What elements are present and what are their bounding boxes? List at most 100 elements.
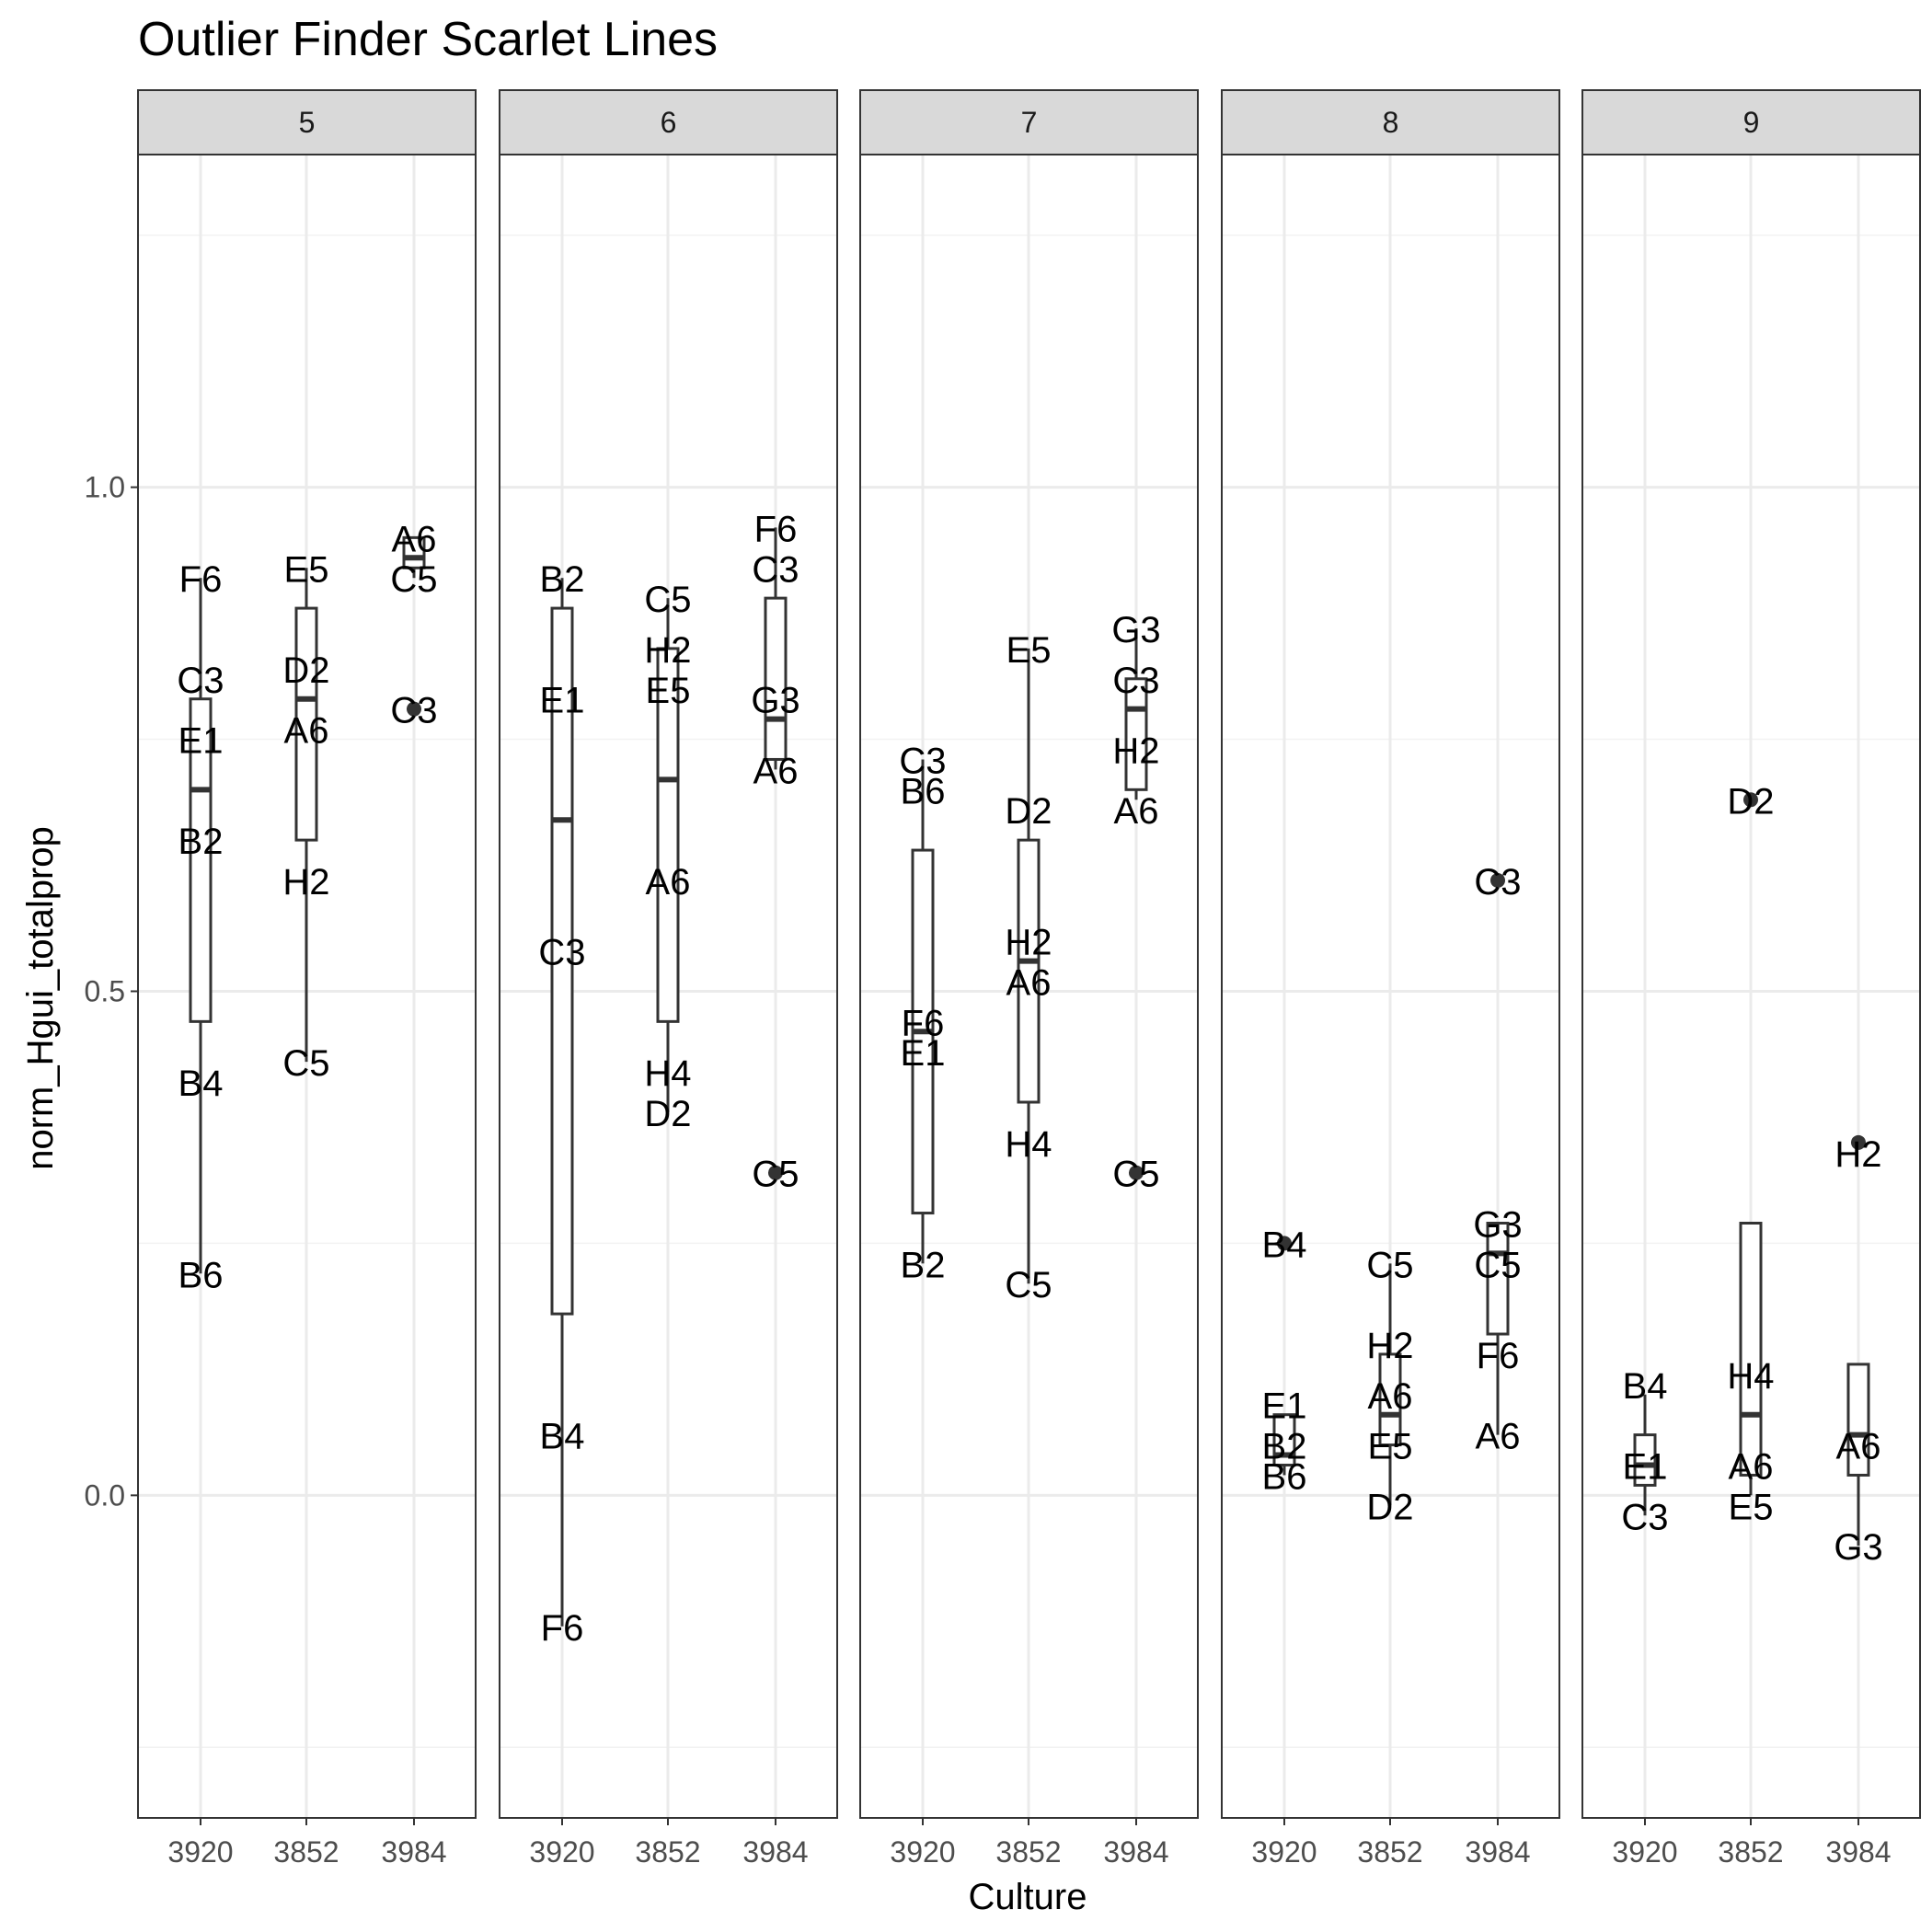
point-label: D2: [282, 650, 329, 691]
point-label: D2: [1727, 781, 1774, 822]
facet-strip-label: 5: [299, 106, 316, 139]
facet-strip-label: 7: [1021, 106, 1038, 139]
point-label: B6: [1262, 1456, 1307, 1497]
y-tick-label: 1.0: [85, 471, 125, 504]
point-label: B4: [540, 1417, 585, 1457]
point-label: A6: [1006, 963, 1052, 1004]
point-label: D2: [1366, 1487, 1413, 1527]
boxplot: B2 E1 C3 B4 F6: [538, 559, 585, 1649]
point-label: B2: [540, 559, 585, 600]
point-label: B4: [1262, 1225, 1307, 1265]
x-tick-label: 3984: [1825, 1835, 1891, 1869]
point-label: C3: [752, 549, 799, 590]
point-label: H2: [1112, 730, 1159, 771]
point-label: E1: [1262, 1386, 1307, 1427]
point-label: H2: [1005, 923, 1052, 963]
boxplot: E5 D2 A6 H2 C5: [282, 549, 329, 1084]
x-tick-label: 3920: [167, 1835, 233, 1869]
point-label: B2: [178, 822, 224, 862]
boxplot: H2 A6 G3: [1834, 1134, 1882, 1568]
point-label: H2: [282, 862, 329, 903]
y-tick-label: 0.5: [85, 974, 125, 1007]
point-label: C5: [752, 1155, 799, 1195]
box: [656, 647, 680, 1023]
point-label: E1: [540, 681, 585, 721]
point-label: C5: [644, 580, 691, 620]
x-tick-label: 3984: [1103, 1835, 1168, 1869]
point-label: C3: [899, 741, 946, 781]
point-label: C5: [1005, 1265, 1052, 1305]
x-tick-label: 3852: [635, 1835, 700, 1869]
outlier-point: [1851, 1134, 1866, 1150]
x-tick-label: 3852: [1357, 1835, 1422, 1869]
point-label: H2: [644, 630, 691, 671]
point-label: A6: [284, 711, 329, 752]
point-label: E1: [901, 1033, 946, 1074]
outlier-point: [768, 1165, 783, 1180]
x-tick-label: 3852: [1718, 1835, 1783, 1869]
point-label: H4: [1005, 1124, 1052, 1165]
point-label: A6: [1836, 1427, 1881, 1467]
outlier-point: [1743, 792, 1758, 808]
box: [1378, 1352, 1402, 1447]
point-label: A6: [646, 862, 691, 903]
point-label: D2: [1005, 791, 1052, 832]
point-label: B2: [901, 1245, 946, 1285]
point-label: E5: [1006, 630, 1052, 671]
x-tick-label: 3852: [273, 1835, 339, 1869]
point-label: B4: [1623, 1366, 1668, 1407]
x-tick-label: 3984: [1465, 1835, 1530, 1869]
point-label: A6: [392, 519, 437, 559]
box: [764, 596, 788, 761]
x-tick-label: 3984: [742, 1835, 808, 1869]
box: [1846, 1363, 1870, 1477]
y-axis: 0.0 0.5 1.0: [85, 471, 138, 1512]
box: [550, 606, 574, 1316]
point-label: C5: [1112, 1155, 1159, 1195]
point-label: F6: [902, 1003, 945, 1043]
box: [1017, 838, 1041, 1104]
chart-title: Outlier Finder Scarlet Lines: [138, 13, 718, 66]
point-label: A6: [1114, 791, 1159, 832]
point-label: E5: [646, 671, 691, 711]
x-tick-label: 3920: [1251, 1835, 1317, 1869]
facet-strip-label: 8: [1383, 106, 1399, 139]
box: [1633, 1433, 1657, 1487]
x-tick-label: 3920: [529, 1835, 594, 1869]
point-label: F6: [1477, 1336, 1520, 1376]
facet-strip: [859, 89, 1199, 155]
outlier-point: [1277, 1236, 1292, 1251]
y-tick-label: 0.0: [85, 1478, 125, 1512]
point-label: C3: [1474, 862, 1521, 903]
point-label: H4: [644, 1053, 691, 1094]
x-tick-label: 3920: [1612, 1835, 1677, 1869]
box: [1739, 1222, 1763, 1477]
outlier-point: [407, 701, 421, 717]
point-label: A6: [1729, 1446, 1774, 1487]
point-label: A6: [1476, 1417, 1521, 1457]
point-label: H4: [1727, 1356, 1774, 1397]
facet-strip: [137, 89, 477, 155]
point-label: E5: [1729, 1487, 1774, 1527]
point-label: G3: [751, 681, 799, 721]
y-axis-title: norm_Hgui_totalprop: [20, 826, 61, 1170]
point-label: C3: [177, 661, 224, 701]
box: [294, 606, 318, 842]
point-label: C5: [282, 1043, 329, 1084]
point-label: B6: [178, 1255, 224, 1295]
boxplot: G3 C3 H2 A6 C5: [1111, 610, 1160, 1195]
point-label: C3: [1112, 661, 1159, 701]
point-label: F6: [754, 509, 798, 549]
box: [189, 697, 213, 1023]
boxplot: F6 C3 E1 B2 B4 B6: [177, 559, 224, 1295]
